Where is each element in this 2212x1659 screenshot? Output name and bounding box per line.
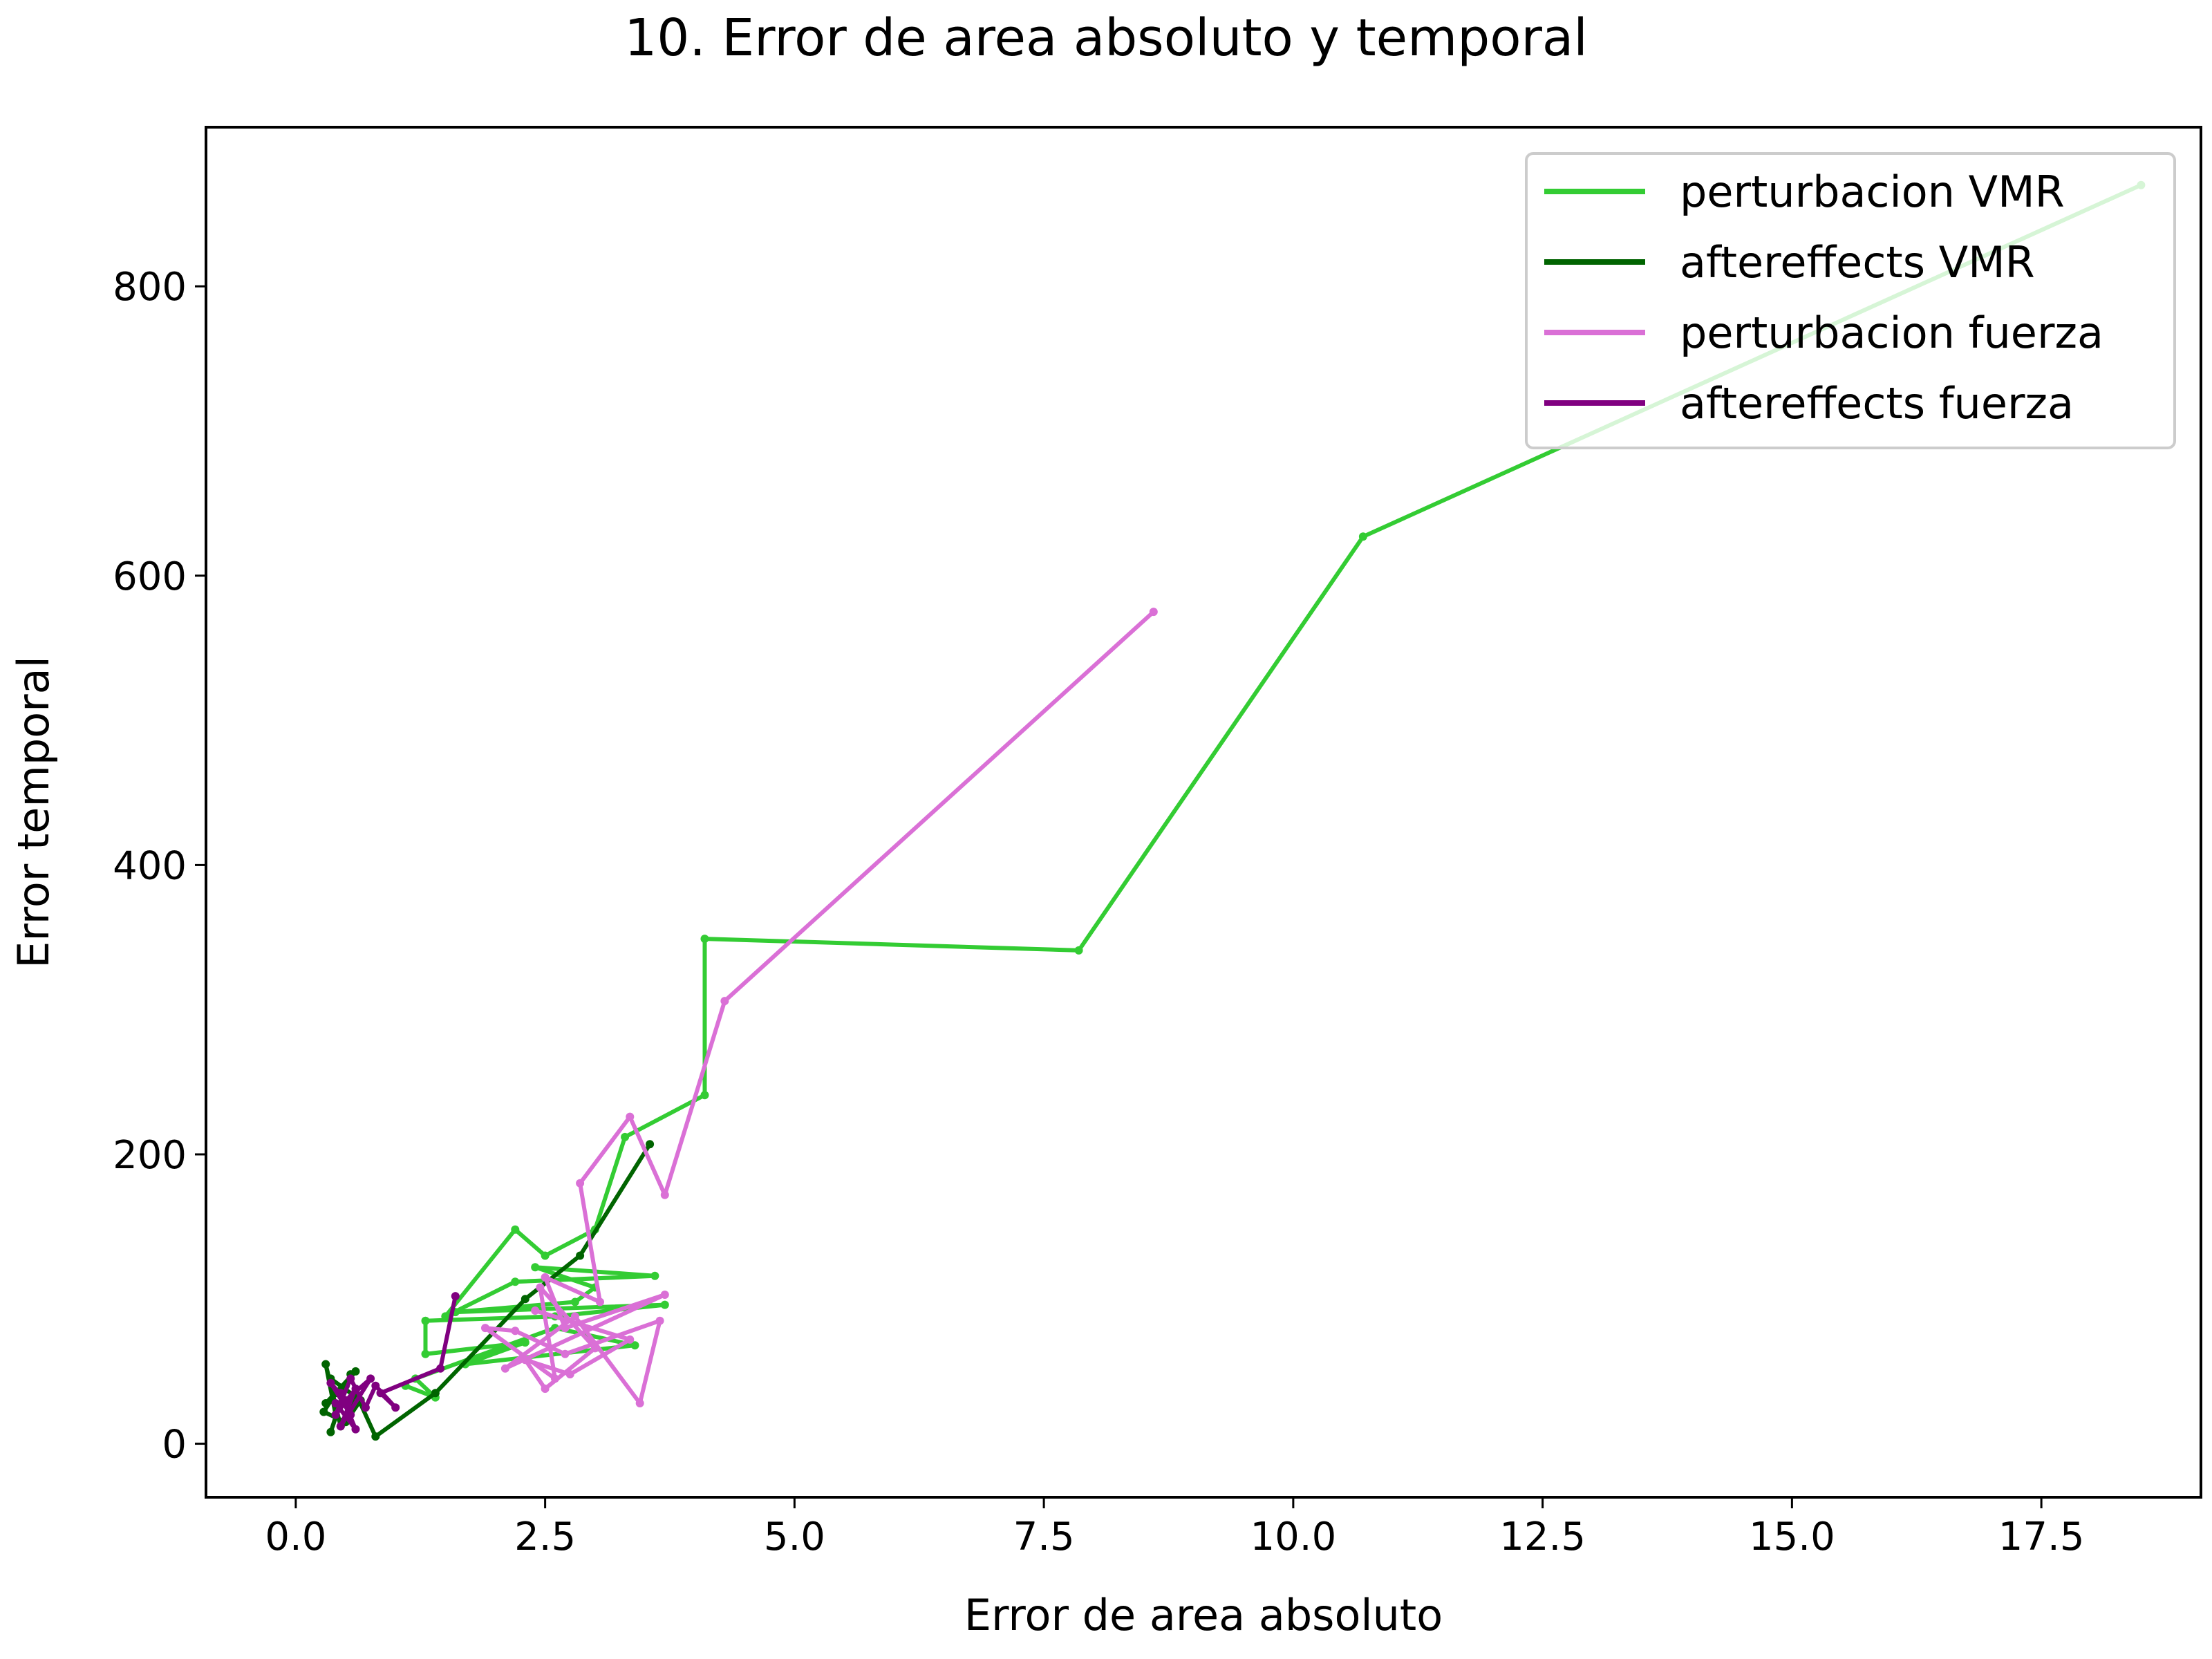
data-point [431,1389,440,1398]
series-line [483,610,1156,1405]
x-tick-label: 10.0 [1250,1515,1337,1559]
data-point [635,1399,644,1407]
legend: perturbacion VMR aftereffects VMR perturba… [1525,152,2176,449]
data-point [646,1140,655,1149]
data-point [326,1427,335,1436]
data-point [570,1312,579,1321]
data-point [371,1432,380,1441]
data-point [576,1179,585,1188]
data-point [336,1422,345,1431]
data-point [441,1312,450,1321]
y-axis-label: Error temporal [8,656,59,968]
data-point [371,1381,380,1390]
data-point [630,1341,639,1350]
series-3 [326,1292,460,1434]
data-point [660,1291,669,1299]
data-point [531,1306,540,1315]
data-point [451,1292,460,1301]
data-point [561,1324,570,1333]
data-point [541,1273,550,1282]
data-point [1358,532,1367,541]
data-point [341,1396,350,1405]
data-point [346,1410,355,1419]
data-point [321,1360,330,1369]
data-point [541,1385,550,1393]
data-point [700,1091,709,1100]
x-axis-ticks: 0.0 2.5 5.0 7.5 10.0 12.5 15.0 17.5 [265,1497,2084,1559]
data-point [366,1374,375,1383]
x-tick-label: 12.5 [1499,1515,1586,1559]
data-point [521,1338,529,1347]
data-point [481,1324,489,1333]
data-point [655,1316,664,1325]
x-tick-label: 15.0 [1749,1515,1835,1559]
data-point [626,1335,635,1344]
series-2 [481,608,1158,1407]
data-point [541,1251,550,1260]
plot-frame [205,126,2202,1499]
data-point [621,1132,630,1141]
x-tick-label: 17.5 [1998,1515,2085,1559]
y-tick-label: 600 [113,554,187,599]
y-tick-label: 200 [113,1133,187,1178]
data-point [421,1316,430,1325]
data-point [700,935,709,944]
data-point [351,1425,360,1434]
data-point [720,997,729,1006]
x-tick-label: 2.5 [514,1515,576,1559]
data-point [326,1378,335,1387]
x-tick-label: 5.0 [764,1515,825,1559]
data-point [336,1389,345,1398]
x-tick-label: 7.5 [1013,1515,1075,1559]
data-point [596,1297,604,1306]
data-point [351,1367,360,1376]
data-point [521,1295,529,1304]
data-point [650,1271,659,1280]
data-point [660,1190,669,1199]
data-point [660,1300,669,1309]
data-point [500,1364,509,1373]
legend-label: aftereffects VMR [1680,237,2035,288]
y-axis-ticks: 0 200 400 600 800 [113,265,206,1468]
data-point [521,1356,529,1365]
data-point [351,1385,360,1393]
legend-label: perturbacion VMR [1680,167,2065,217]
data-point [565,1370,574,1379]
y-tick-label: 0 [162,1423,187,1468]
data-point [391,1403,400,1412]
data-point [536,1283,545,1292]
data-point [551,1374,559,1383]
legend-label: aftereffects fuerza [1680,378,2074,429]
plot-series [319,180,2146,1441]
data-point [376,1389,385,1398]
y-tick-label: 400 [113,843,187,888]
data-point [590,1344,599,1353]
data-point [511,1327,520,1335]
x-tick-label: 0.0 [265,1515,326,1559]
data-point [1149,608,1158,617]
data-point [436,1364,445,1373]
chart-title: 10. Error de area absoluto y temporal [624,8,1588,68]
x-axis-label: Error de area absoluto [964,1590,1443,1640]
legend-box [1525,152,2176,449]
data-point [421,1349,430,1358]
data-point [346,1374,355,1383]
legend-label: perturbacion fuerza [1680,308,2103,358]
data-point [331,1410,340,1419]
data-point [319,1407,328,1416]
data-point [321,1399,330,1407]
data-point [576,1251,585,1260]
data-point [626,1112,635,1121]
data-point [561,1349,570,1358]
data-point [511,1225,520,1234]
data-point [361,1403,370,1412]
data-point [531,1263,540,1272]
data-point [331,1399,340,1407]
data-point [511,1277,520,1286]
data-point [1074,946,1083,955]
y-tick-label: 800 [113,265,187,310]
data-point [570,1297,579,1306]
